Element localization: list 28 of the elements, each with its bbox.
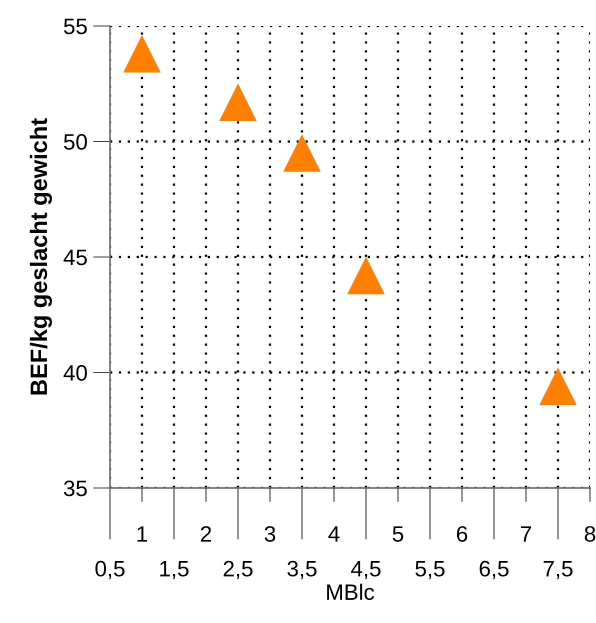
point bbox=[123, 34, 161, 72]
point bbox=[347, 256, 385, 294]
x2-tick-label: 4 bbox=[328, 526, 340, 542]
x-tick-label: 5,5 bbox=[415, 561, 445, 580]
x-tick-label: 1,5 bbox=[160, 561, 189, 580]
point bbox=[283, 134, 321, 172]
y-tick-label: 50 bbox=[64, 134, 87, 150]
y-axis-title: BEF/kg geslacht gewicht bbox=[30, 118, 52, 394]
x2-tick-label: 3 bbox=[264, 526, 276, 542]
y-tick-label: 35 bbox=[64, 480, 87, 496]
x-tick-label: 7,5 bbox=[544, 561, 573, 580]
point bbox=[219, 83, 257, 121]
x2-tick-label: 1 bbox=[138, 526, 148, 542]
x2-tick-label: 8 bbox=[584, 526, 596, 542]
x-axis-title: MBlc bbox=[327, 584, 374, 600]
x2-tick-label: 5 bbox=[392, 526, 404, 542]
x-tick-label: 3,5 bbox=[287, 560, 317, 580]
x2-tick-label: 6 bbox=[456, 526, 468, 542]
x2-tick-label: 7 bbox=[520, 526, 532, 542]
y-tick-label: 45 bbox=[64, 250, 87, 266]
y-tick-label: 55 bbox=[64, 18, 87, 34]
x-tick-label: 4,5 bbox=[351, 561, 381, 580]
x-tick-label: 0,5 bbox=[95, 560, 125, 580]
x-tick-label: 6,5 bbox=[480, 560, 509, 580]
y-tick-label: 40 bbox=[64, 365, 87, 381]
x2-tick-label: 2 bbox=[200, 526, 212, 542]
x-tick-label: 2,5 bbox=[224, 560, 253, 580]
point bbox=[539, 368, 577, 406]
